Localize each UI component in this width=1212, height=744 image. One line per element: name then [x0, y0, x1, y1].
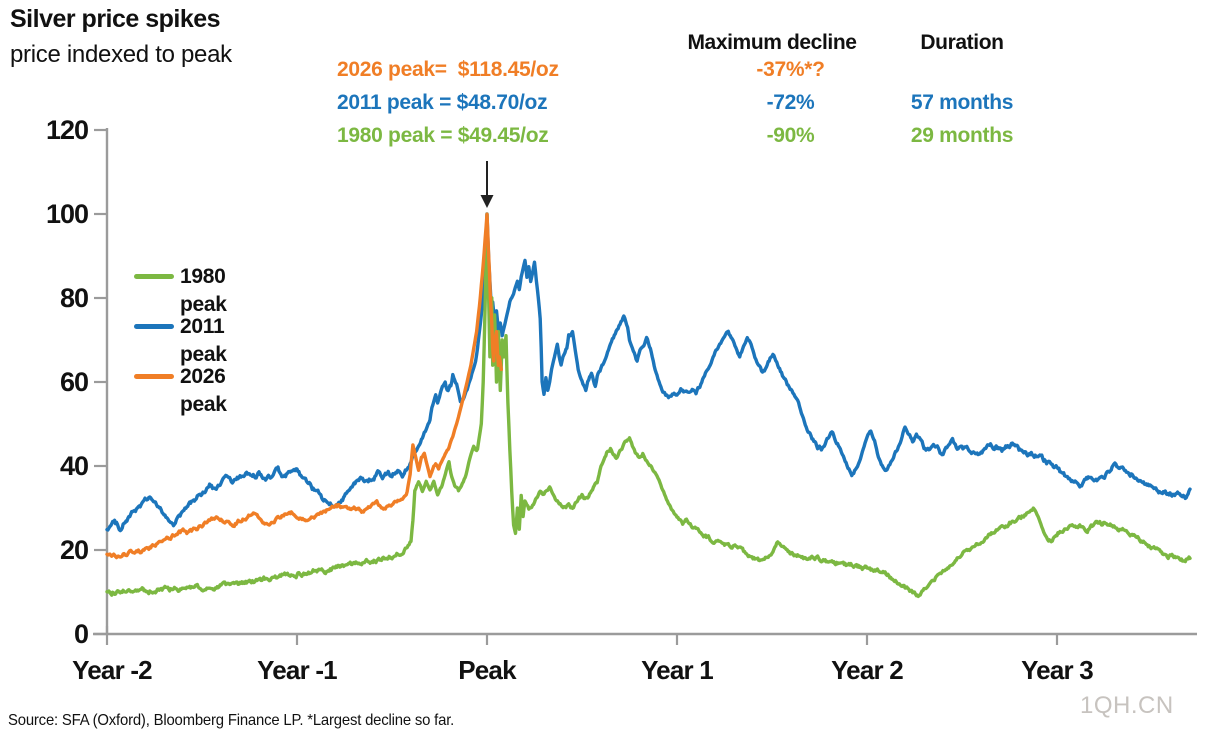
x-tick-label-year--1: Year -1: [257, 655, 337, 685]
max-decline-value-2026: -37%*?: [756, 58, 825, 81]
legend-label-2026: 2026 peak: [180, 365, 227, 416]
y-tick-label-100: 100: [45, 199, 89, 229]
x-tick-label-peak: Peak: [458, 655, 516, 685]
y-tick-label-120: 120: [45, 115, 89, 145]
annotation-row-1980-peak: 1980 peak = $49.45/oz -90% 29 months: [0, 124, 1212, 154]
max-decline-value-1980: -90%: [766, 124, 815, 147]
legend-line-swatch-1980: [134, 274, 174, 279]
peak-price-label-2026: 2026 peak= $118.45/oz: [337, 58, 559, 81]
legend-line-swatch-2026: [134, 374, 174, 379]
legend-label-2011: 2011 peak: [180, 315, 227, 366]
x-tick-label-year-2: Year 2: [831, 655, 904, 685]
y-tick-label-60: 60: [59, 367, 89, 397]
peak-price-label-2011: 2011 peak = $48.70/oz: [337, 91, 548, 114]
duration-value-2011: 57 months: [910, 91, 1014, 114]
series-line-2026-peak: [105, 212, 503, 560]
annotation-row-2011-peak: 2011 peak = $48.70/oz -72% 57 months: [0, 91, 1212, 121]
page-title: Silver price spikes: [10, 5, 221, 33]
watermark: 1QH.CN: [1080, 692, 1174, 719]
legend-label-1980: 1980 peak: [180, 265, 227, 316]
series-line-1980-peak: [105, 212, 1192, 599]
x-tick-label-year--2: Year -2: [72, 655, 152, 685]
peak-arrow-head-icon: [480, 195, 494, 208]
y-tick-label-80: 80: [59, 283, 89, 313]
max-decline-value-2011: -72%: [766, 91, 815, 114]
peak-price-label-1980: 1980 peak = $49.45/oz: [337, 124, 549, 147]
x-tick-label-year-1: Year 1: [641, 655, 714, 685]
page-subtitle: price indexed to peak: [10, 41, 232, 68]
source-note: Source: SFA (Oxford), Bloomberg Finance …: [8, 712, 455, 729]
annotation-row-2026-peak: 2026 peak= $118.45/oz -37%*?: [0, 58, 1212, 88]
column-header-duration: Duration: [920, 31, 1004, 54]
x-tick-label-year-3: Year 3: [1021, 655, 1094, 685]
column-header-maximum-decline: Maximum decline: [687, 31, 857, 54]
series-line-2011-peak: [105, 212, 1192, 533]
y-tick-label-20: 20: [59, 535, 89, 565]
duration-value-1980: 29 months: [910, 124, 1014, 147]
y-tick-label-40: 40: [59, 451, 89, 481]
y-tick-label-0: 0: [73, 619, 89, 649]
legend-line-swatch-2011: [134, 324, 174, 329]
